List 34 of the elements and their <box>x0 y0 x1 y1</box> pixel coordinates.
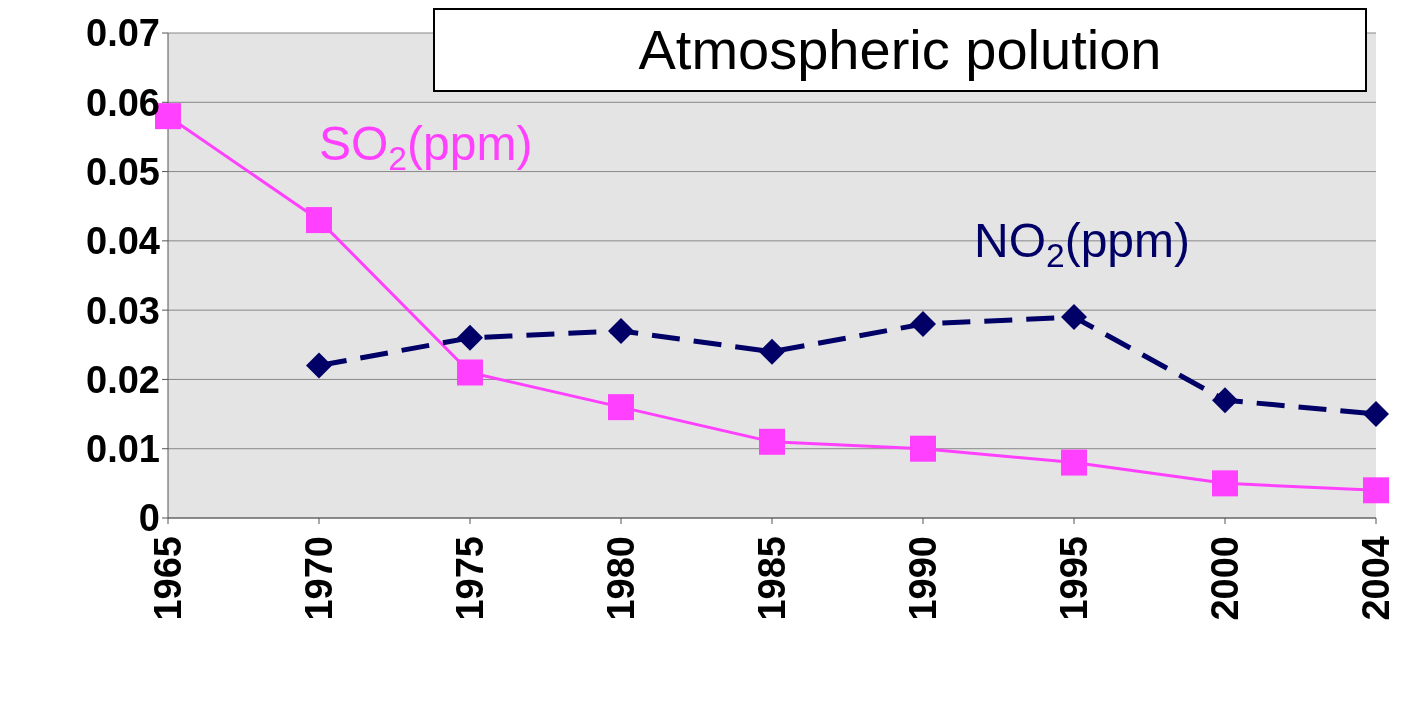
x-tick-label: 1970 <box>298 536 340 621</box>
point <box>910 435 936 462</box>
point <box>457 324 483 351</box>
point <box>759 338 785 365</box>
y-tick-label: 0.01 <box>86 428 160 471</box>
point <box>306 352 332 379</box>
series-label: SO$_{2}$(ppm) <box>319 117 533 178</box>
point <box>1212 470 1238 497</box>
x-tick-label: 1990 <box>902 536 944 621</box>
y-tick-label: 0.03 <box>86 289 160 332</box>
point <box>1212 387 1238 414</box>
point <box>910 311 936 337</box>
x-tick-label: 1985 <box>751 536 793 621</box>
x-tick-label: 1995 <box>1053 536 1095 621</box>
y-tick-label: 0.05 <box>86 151 160 194</box>
point <box>608 394 634 421</box>
y-tick-label: 0.06 <box>86 81 160 124</box>
point <box>1363 401 1389 428</box>
x-tick-label: 2004 <box>1355 536 1397 621</box>
y-tick-label: 0.07 <box>86 12 160 55</box>
x-tick-label: 1975 <box>449 536 491 621</box>
x-tick-label: 1965 <box>147 536 189 621</box>
point <box>1061 304 1087 331</box>
point <box>608 317 634 344</box>
y-tick-label: 0.04 <box>86 220 160 263</box>
point <box>457 359 483 386</box>
point <box>1363 477 1389 504</box>
x-tick-label: 1980 <box>600 536 642 621</box>
point <box>306 207 332 234</box>
point <box>759 428 785 455</box>
series-label: NO$_{2}$(ppm) <box>974 214 1191 275</box>
y-tick-label: 0.02 <box>86 358 160 401</box>
point <box>1061 449 1087 476</box>
x-tick-label: 2000 <box>1204 536 1246 621</box>
